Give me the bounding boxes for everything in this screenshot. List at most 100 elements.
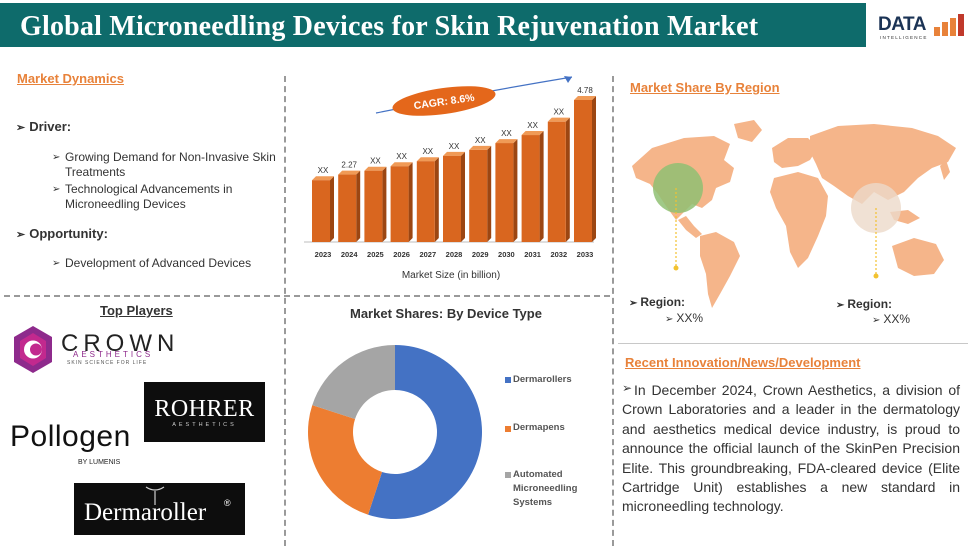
bar-label: XX <box>527 121 538 130</box>
device-type-title: Market Shares: By Device Type <box>350 306 542 321</box>
year-tick-label: 2024 <box>341 250 359 259</box>
pollogen-name: Pollogen <box>10 420 131 453</box>
bar <box>364 170 383 242</box>
divider-news <box>618 343 968 344</box>
bar-top <box>364 166 387 171</box>
year-tick-label: 2025 <box>367 250 384 259</box>
bar-label: XX <box>449 142 460 151</box>
page-title: Global Microneedling Devices for Skin Re… <box>20 11 759 42</box>
rohrer-aesthetics-logo: ROHRER AESTHETICS <box>144 382 265 442</box>
divider-right <box>612 76 614 546</box>
crown-tag: SKIN SCIENCE FOR LIFE <box>67 360 148 366</box>
crown-mark-icon <box>14 326 52 373</box>
driver-item-1: ➢ Growing Demand for Non-Invasive Skin Tr… <box>52 150 276 179</box>
logo-bars-icon <box>934 14 966 36</box>
bar-side <box>539 131 544 242</box>
bar-label: XX <box>475 136 486 145</box>
device-type-donut <box>308 345 482 519</box>
bar-label: XX <box>422 147 433 156</box>
market-dynamics-title: Market Dynamics <box>17 71 124 86</box>
pollogen-logo: Pollogen BY LUMENIS <box>10 420 130 472</box>
bar-label: 2.27 <box>341 161 357 170</box>
pollogen-sub: BY LUMENIS <box>78 459 121 466</box>
year-tick-label: 2031 <box>524 250 541 259</box>
news-text: In December 2024, Crown Aesthetics, a di… <box>622 382 960 515</box>
dermaroller-logo: Dermaroller ® <box>74 483 245 535</box>
bar-top <box>547 117 570 122</box>
year-tick-label: 2030 <box>498 250 515 259</box>
bar-top <box>416 157 439 162</box>
legend-swatch-automated <box>505 472 511 478</box>
region-left-label: ➢ Region: <box>629 295 686 309</box>
divider-left <box>284 76 286 546</box>
bar <box>390 166 409 242</box>
legend-dermarollers: Dermarollers <box>513 374 572 385</box>
donut-slice <box>368 345 482 519</box>
year-tick-label: 2028 <box>446 250 463 259</box>
bar-side <box>592 96 596 242</box>
cagr-ellipse <box>392 86 496 116</box>
cagr-badge: CAGR: 8.6% <box>392 86 496 116</box>
bar-label: XX <box>318 166 329 175</box>
bar-label: XX <box>501 129 512 138</box>
bar <box>521 135 540 242</box>
news-title: Recent Innovation/News/Development <box>625 355 861 370</box>
year-tick-label: 2027 <box>419 250 436 259</box>
dermaroller-glass-icon <box>145 486 165 505</box>
region-right-label: ➢ Region: <box>836 297 893 311</box>
top-players-title: Top Players <box>100 303 173 318</box>
year-tick-label: 2026 <box>393 250 410 259</box>
header: Global Microneedling Devices for Skin Re… <box>0 0 975 50</box>
region-right-value: ➢ XX% <box>872 312 911 326</box>
datam-logo: DATA INTELLIGENCE <box>874 6 970 46</box>
bar-side <box>356 170 361 242</box>
driver-heading: ➢ Driver: <box>16 119 72 134</box>
bar-top <box>312 176 334 181</box>
dermaroller-mark: ® <box>224 498 231 508</box>
driver-item-2: ➢ Technological Advancements in Microneed… <box>52 182 233 211</box>
rohrer-name: ROHRER <box>154 396 255 422</box>
bar-label: XX <box>370 157 381 166</box>
bar <box>312 180 330 242</box>
donut-slice <box>308 405 383 515</box>
bar-top <box>443 151 465 156</box>
bar-side <box>461 151 465 242</box>
logo-text: DATA <box>878 14 926 35</box>
bar-top <box>338 170 361 175</box>
dermaroller-name: Dermaroller <box>84 499 207 526</box>
chart-xlabel: Market Size (in billion) <box>401 270 501 281</box>
crown-aesthetics-logo: CROWN AESTHETICS SKIN SCIENCE FOR LIFE <box>11 324 174 375</box>
market-size-chart: XX 2023 2.27 2024 XX 2025 XX 2026 XX 2027 XX 2028 XX… <box>304 76 596 259</box>
logo-subtext: INTELLIGENCE <box>880 35 928 40</box>
bar-side <box>487 145 492 242</box>
opportunity-item-1: ➢ Development of Advanced Devices <box>52 256 252 270</box>
opportunity-heading: ➢ Opportunity: <box>16 226 108 241</box>
bar-top <box>469 145 492 150</box>
region-left-value: ➢ XX% <box>665 311 704 325</box>
rohrer-sub: AESTHETICS <box>172 422 237 428</box>
bar-side <box>513 139 518 242</box>
bar-side <box>565 117 570 242</box>
bar <box>469 149 488 242</box>
legend-swatch-dermapens <box>505 426 511 432</box>
crown-name: CROWN <box>61 330 180 357</box>
bar-side <box>408 162 413 242</box>
bar-side <box>330 176 334 242</box>
title-band: Global Microneedling Devices for Skin Re… <box>0 3 866 47</box>
bar-top <box>521 131 544 136</box>
legend-dermapens: Dermapens <box>513 422 565 433</box>
bar-label: XX <box>553 108 564 117</box>
bar <box>495 143 514 242</box>
year-tick-label: 2032 <box>550 250 567 259</box>
bar-top <box>574 96 596 100</box>
bar <box>574 100 592 242</box>
year-tick-label: 2023 <box>315 250 332 259</box>
news-arrow-icon: ➢ <box>622 381 633 395</box>
world-map <box>632 120 956 308</box>
donut-slice <box>312 345 395 420</box>
bar <box>443 155 461 242</box>
bar-label: XX <box>396 152 407 161</box>
bar-side <box>382 166 387 242</box>
year-tick-label: 2029 <box>472 250 489 259</box>
bar-side <box>434 157 439 242</box>
